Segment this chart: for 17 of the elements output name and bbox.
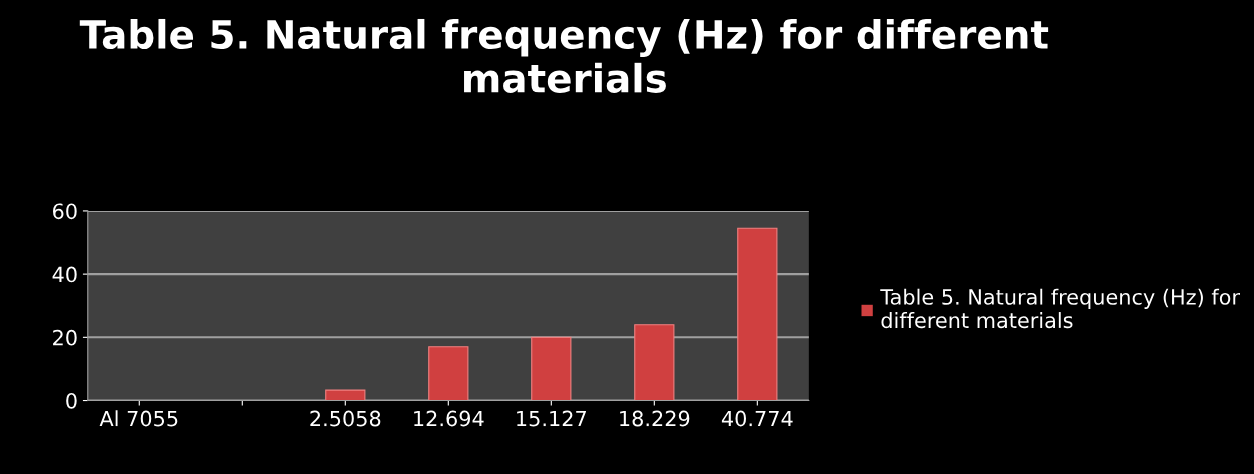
chart-title: Table 5. Natural frequency (Hz) for different materials [79, 18, 1049, 93]
x-tick-label: 40.774 [721, 410, 793, 427]
x-tick-label: Al 7055 [99, 410, 178, 427]
x-tick-label: 2.5058 [310, 410, 381, 427]
y-tick-label: 20 [53, 329, 77, 346]
bar [428, 346, 469, 401]
bar [634, 324, 675, 401]
bar [325, 389, 366, 401]
y-tick-label: 0 [66, 392, 77, 409]
bar [737, 227, 778, 401]
legend-label: Table 5. Natural frequency (Hz) for different materials [880, 288, 1241, 329]
y-tick-label: 40 [52, 266, 77, 283]
bar [531, 336, 572, 401]
x-tick-label: 18.229 [620, 410, 690, 427]
y-tick-label: 60 [53, 203, 77, 220]
x-tick-label: 12.694 [414, 410, 484, 427]
x-tick-label: 15.127 [517, 410, 586, 427]
